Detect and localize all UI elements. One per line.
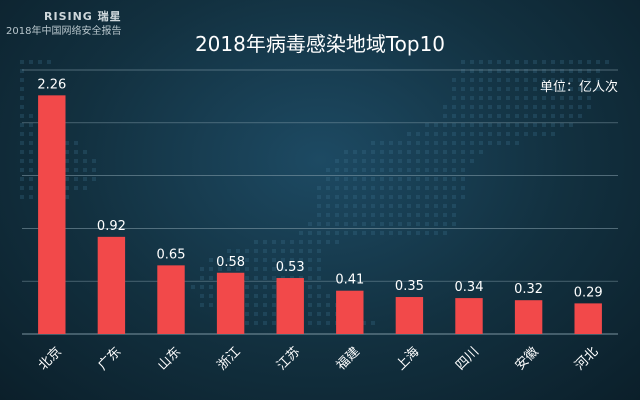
value-label: 0.92 — [97, 219, 126, 234]
bar — [216, 272, 245, 334]
value-label: 0.29 — [574, 285, 603, 300]
category-label: 福建 — [334, 344, 363, 373]
value-label: 0.65 — [157, 247, 186, 262]
value-label: 0.32 — [514, 282, 543, 297]
value-label: 2.26 — [37, 77, 66, 92]
bars — [38, 95, 602, 335]
bar — [455, 298, 483, 334]
bar — [574, 303, 602, 334]
category-label: 安徽 — [513, 344, 542, 373]
bar — [38, 95, 66, 335]
value-label: 0.53 — [276, 260, 305, 275]
value-label: 0.35 — [395, 279, 424, 294]
category-label: 浙江 — [215, 344, 244, 373]
category-label: 北京 — [36, 344, 65, 373]
unit-label: 单位：亿人次 — [539, 80, 618, 95]
value-labels: 2.26 0.92 0.65 0.58 0.53 0.41 0.35 0.34 0.32 0.29 — [37, 77, 602, 300]
brand-logo: RISING 瑞星 — [44, 10, 122, 23]
category-label: 四川 — [453, 344, 482, 373]
bar — [276, 278, 304, 334]
category-labels: 北京 广东 山东 浙江 江苏 福建 上海 四川 安徽 河北 — [36, 344, 601, 374]
value-label: 0.58 — [216, 255, 245, 270]
bar — [395, 297, 424, 334]
report-name: 2018年中国网络安全报告 — [6, 26, 122, 37]
bar — [336, 290, 364, 334]
category-label: 广东 — [95, 344, 124, 373]
category-label: 江苏 — [274, 344, 304, 374]
bar — [514, 300, 543, 334]
bar — [157, 265, 185, 334]
value-label: 0.41 — [335, 273, 364, 288]
category-label: 河北 — [572, 344, 601, 373]
category-label: 上海 — [393, 344, 422, 373]
bar — [97, 236, 126, 334]
chart-title: 2018年病毒感染地域Top10 — [194, 32, 446, 56]
category-label: 山东 — [155, 344, 184, 373]
value-label: 0.34 — [455, 280, 484, 295]
